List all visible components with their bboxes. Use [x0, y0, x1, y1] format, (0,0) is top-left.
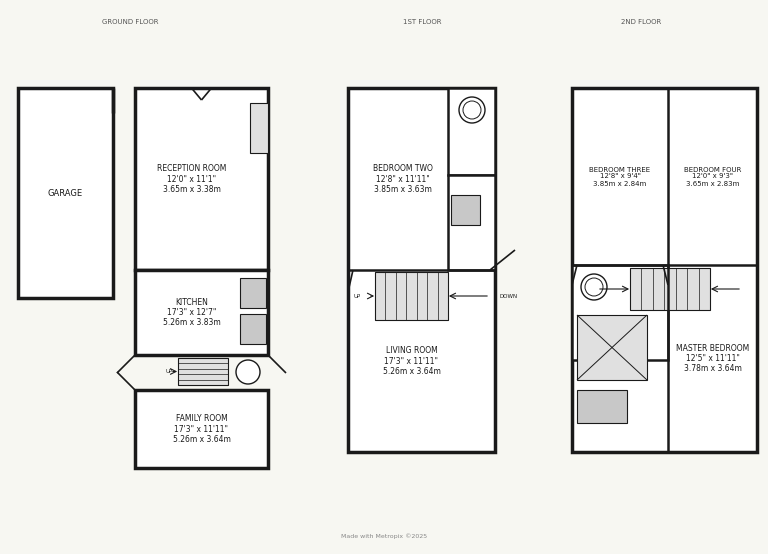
Bar	[630, 268, 710, 310]
Circle shape	[581, 274, 607, 300]
Bar	[577, 315, 647, 380]
Text: UP: UP	[166, 369, 174, 374]
Bar	[375, 272, 448, 320]
Bar	[448, 88, 495, 175]
Text: KITCHEN
17'3" x 12'7"
5.26m x 3.83m: KITCHEN 17'3" x 12'7" 5.26m x 3.83m	[163, 297, 220, 327]
Text: BEDROOM TWO
12'8" x 11'11"
3.85m x 3.63m: BEDROOM TWO 12'8" x 11'11" 3.85m x 3.63m	[373, 164, 433, 194]
Bar	[572, 265, 668, 360]
Bar	[240, 270, 268, 355]
Text: RECEPTION ROOM
12'0" x 11'1"
3.65m x 3.38m: RECEPTION ROOM 12'0" x 11'1" 3.65m x 3.3…	[157, 164, 227, 194]
Bar	[135, 270, 268, 355]
Text: DOWN: DOWN	[500, 294, 518, 299]
Bar	[572, 88, 757, 452]
Text: FAMILY ROOM
17'3" x 11'11"
5.26m x 3.64m: FAMILY ROOM 17'3" x 11'11" 5.26m x 3.64m	[173, 414, 230, 444]
Text: GARAGE: GARAGE	[48, 188, 83, 197]
Bar	[240, 278, 266, 308]
Bar	[135, 390, 268, 468]
Text: BEDROOM FOUR
12'0" x 9'3"
3.65m x 2.83m: BEDROOM FOUR 12'0" x 9'3" 3.65m x 2.83m	[684, 167, 741, 187]
Circle shape	[236, 360, 260, 384]
Text: UP: UP	[353, 294, 360, 299]
Text: LIVING ROOM
17'3" x 11'11"
5.26m x 3.64m: LIVING ROOM 17'3" x 11'11" 5.26m x 3.64m	[382, 346, 440, 376]
Bar	[348, 88, 495, 452]
Text: Made with Metropix ©2025: Made with Metropix ©2025	[341, 533, 427, 539]
Bar	[18, 88, 113, 298]
Text: MASTER BEDROOM
12'5" x 11'11"
3.78m x 3.64m: MASTER BEDROOM 12'5" x 11'11" 3.78m x 3.…	[676, 343, 749, 373]
Text: 2ND FLOOR: 2ND FLOOR	[621, 19, 661, 25]
Bar	[250, 103, 268, 153]
Bar	[448, 175, 495, 270]
Bar	[240, 314, 266, 344]
Circle shape	[459, 97, 485, 123]
Bar	[577, 390, 627, 423]
Text: 1ST FLOOR: 1ST FLOOR	[402, 19, 442, 25]
Bar	[178, 358, 228, 385]
Bar	[451, 195, 480, 225]
Text: GROUND FLOOR: GROUND FLOOR	[101, 19, 158, 25]
Bar	[135, 88, 268, 270]
Text: BEDROOM THREE
12'8" x 9'4"
3.85m x 2.84m: BEDROOM THREE 12'8" x 9'4" 3.85m x 2.84m	[589, 167, 650, 187]
